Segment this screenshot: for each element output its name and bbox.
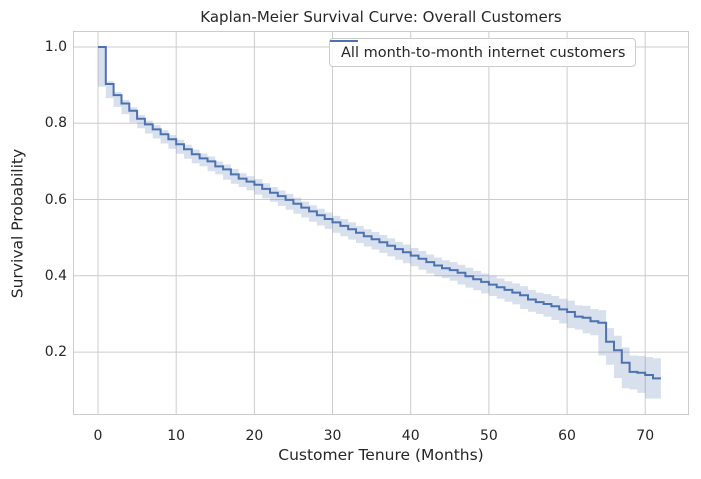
y-axis-label: Survival Probability — [8, 148, 27, 299]
legend-line-sample — [330, 40, 358, 42]
legend-label: All month-to-month internet customers — [341, 44, 626, 61]
plot-svg — [73, 31, 689, 415]
x-tick-label: 60 — [558, 428, 576, 444]
y-tick-label: 0.6 — [44, 191, 67, 208]
y-tick-label: 1.0 — [44, 39, 67, 56]
x-tick-label: 20 — [245, 428, 264, 444]
legend: All month-to-month internet customers — [329, 38, 637, 67]
x-tick-label: 30 — [323, 428, 342, 444]
x-tick-label: 70 — [636, 428, 655, 444]
y-tick-label: 0.4 — [44, 267, 67, 284]
x-tick-label: 10 — [167, 428, 186, 444]
y-tick-label: 0.8 — [44, 115, 67, 132]
chart-title: Kaplan-Meier Survival Curve: Overall Cus… — [200, 8, 562, 26]
x-tick-label: 0 — [93, 428, 103, 444]
x-tick-label: 50 — [479, 428, 498, 444]
x-tick-label: 40 — [401, 428, 420, 444]
plot-area: All month-to-month internet customers — [73, 31, 689, 415]
y-tick-label: 0.2 — [44, 344, 67, 361]
x-axis-label: Customer Tenure (Months) — [278, 446, 484, 464]
